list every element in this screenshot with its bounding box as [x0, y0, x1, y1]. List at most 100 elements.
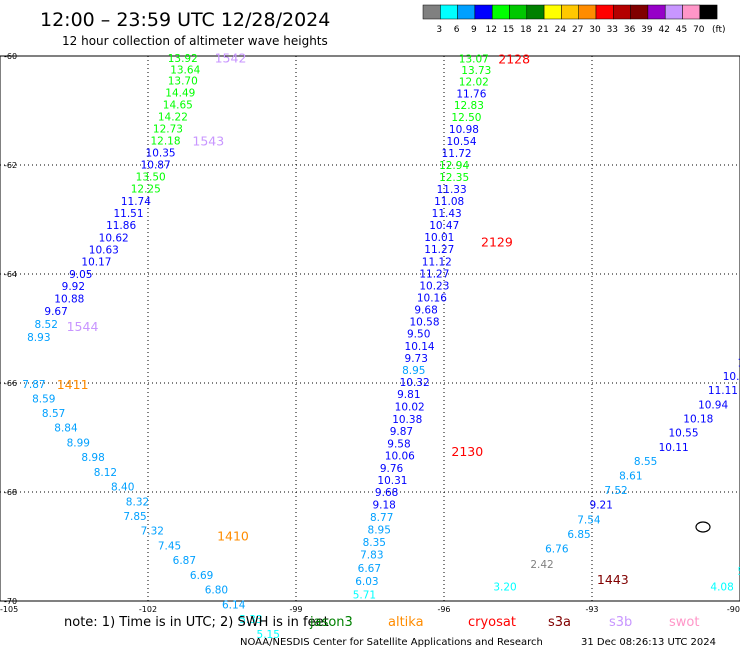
wave-height-value: 10.38: [392, 414, 422, 426]
wave-height-value: 11.12: [422, 256, 452, 268]
wave-height-value: 6.80: [205, 585, 228, 597]
wave-height-value: 11.86: [106, 220, 136, 232]
wave-height-value: 8.77: [370, 512, 393, 524]
wave-height-value: 11.27: [424, 244, 454, 256]
legend-swatch: [543, 4, 562, 20]
map-subtitle: 12 hour collection of altimeter wave hei…: [62, 34, 328, 48]
legend-unit: (ft): [712, 25, 726, 35]
longitude-label: -102: [139, 605, 157, 614]
wave-height-value: 12.50: [451, 112, 481, 124]
wave-height-value: 11.74: [121, 196, 151, 208]
longitude-label: -93: [585, 605, 598, 614]
wave-height-value: 13.70: [168, 76, 198, 88]
pass-number-label: 1543: [192, 133, 224, 148]
wave-height-value: 8.99: [67, 437, 90, 449]
legend-swatch: [664, 4, 683, 20]
wave-height-value: 5.15: [257, 629, 280, 641]
wave-height-value: 10.31: [377, 475, 407, 487]
wave-height-value: 10.17: [81, 256, 111, 268]
legend-swatch: [561, 4, 579, 20]
wave-height-value: 9.81: [397, 389, 420, 401]
wave-height-value: 7.54: [577, 514, 601, 526]
wave-height-value: 9.76: [380, 463, 404, 475]
color-legend: 3 6 9 12 15 18 21 24 27 30 33 36 39 42 45 70: [422, 4, 718, 35]
wave-height-value: 9.68: [375, 487, 398, 499]
wave-height-value: 10.14: [405, 341, 435, 353]
wave-height-value: 10.06: [385, 450, 415, 462]
footer-note: note: 1) Time is in UTC; 2) SWH is in fe…: [64, 615, 329, 630]
legend-swatch: [647, 4, 666, 20]
legend-tick-label: 24: [555, 25, 567, 35]
pass-number-label: 2128: [498, 52, 530, 67]
wave-height-value: 11.27: [419, 268, 449, 280]
wave-height-value: 10.35: [146, 147, 176, 159]
longitude-label: -99: [289, 605, 302, 614]
wave-height-value: 11.72: [442, 148, 472, 160]
wave-height-value: 13.07: [459, 54, 489, 66]
wave-height-value: 9.05: [69, 269, 92, 281]
legend-tick-label: 27: [572, 25, 583, 35]
wave-height-value: 8.59: [32, 393, 55, 405]
wave-height-value: 10.87: [141, 159, 171, 171]
latitude-label: -68: [4, 488, 17, 497]
pass-number-label: 2129: [481, 234, 513, 249]
wave-height-value: 11.11: [708, 385, 738, 397]
longitude-label: -90: [727, 605, 740, 614]
wave-height-value: 9.58: [387, 438, 410, 450]
wave-height-value: 8.93: [27, 332, 50, 344]
wave-height-value: 10.88: [54, 294, 84, 306]
satellite-name-s3b: s3b: [609, 615, 632, 630]
pass-number-label: 1411: [57, 377, 89, 392]
wave-height-value: 9.67: [44, 306, 67, 318]
latitude-label: -60: [4, 52, 17, 61]
wave-height-value: 10.23: [419, 280, 449, 292]
satellite-name-cryosat: cryosat: [468, 615, 516, 630]
wave-height-value: 10.47: [429, 220, 459, 232]
wave-height-value: 10.63: [89, 244, 119, 256]
legend-tick-label: 3: [436, 25, 442, 35]
footer-credit: NOAA/NESDIS Center for Satellite Applica…: [240, 637, 543, 648]
pass-number-label: 1542: [215, 51, 247, 66]
wave-height-value: 10.81: [723, 371, 740, 383]
legend-swatch: [509, 4, 528, 20]
wave-height-value: 7.83: [360, 550, 383, 562]
legend-tick-label: 21: [537, 25, 548, 35]
latitude-label: -64: [4, 270, 17, 279]
wave-height-value: 13.50: [136, 171, 166, 183]
wave-height-value: 7.45: [158, 540, 181, 552]
legend-swatch: [440, 4, 458, 20]
pass-number-label: 1410: [217, 529, 249, 544]
legend-swatch: [422, 4, 441, 20]
legend-tick-label: 45: [676, 25, 687, 35]
wave-height-value: 8.61: [619, 471, 642, 483]
wave-height-value: 13.92: [168, 53, 198, 65]
legend-tick-label: 70: [693, 25, 705, 35]
wave-height-value: 4.08: [710, 581, 733, 593]
wave-height-value: 9.92: [62, 281, 85, 293]
wave-height-value: 14.65: [163, 100, 193, 112]
legend-swatch: [682, 4, 701, 20]
wave-height-value: 12.73: [153, 123, 183, 135]
satellite-legend: jason3 altika cryosat s3a s3b swot: [309, 615, 699, 630]
wave-height-value: 12.94: [439, 160, 469, 172]
wave-height-value: 5.71: [353, 589, 376, 601]
satellite-name-s3a: s3a: [548, 615, 571, 630]
legend-swatch: [491, 4, 510, 20]
wave-height-value: 13.64: [170, 65, 200, 77]
wave-height-value: 5.33: [239, 614, 262, 626]
wave-height-value: 10.58: [409, 316, 439, 328]
wave-height-value: 8.57: [42, 408, 65, 420]
wave-height-value: 12.35: [439, 172, 469, 184]
wave-height-value: 8.52: [35, 319, 58, 331]
wave-height-value: 8.40: [111, 482, 134, 494]
wave-height-value: 12.25: [131, 183, 161, 195]
legend-swatch: [595, 4, 614, 20]
wave-height-value: 7.32: [141, 526, 164, 538]
pass-number-label: 2130: [451, 444, 483, 459]
wave-height-value: 7.52: [604, 485, 627, 497]
latitude-label: -70: [4, 597, 17, 606]
wave-height-value: 10.62: [99, 232, 129, 244]
pass-number-label: 1443: [597, 572, 629, 587]
wave-height-value: 10.02: [395, 401, 425, 413]
wave-height-value: 7.85: [123, 511, 146, 523]
